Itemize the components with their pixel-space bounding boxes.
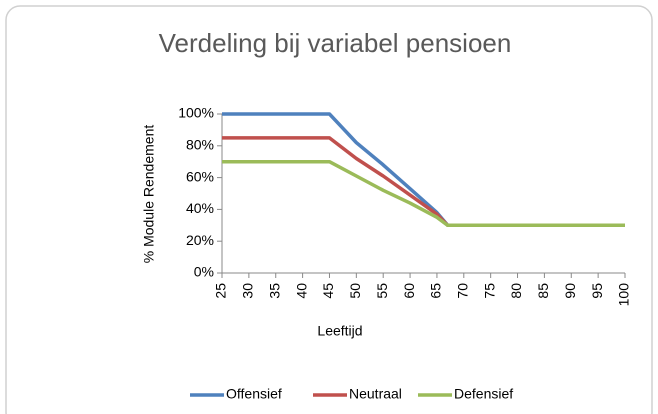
x-tick-label: 95 [589, 283, 605, 299]
y-tick-label: 0% [194, 264, 214, 280]
y-tick-label: 20% [186, 232, 214, 248]
x-tick-label: 35 [266, 283, 282, 299]
y-tick-label: 40% [186, 200, 214, 216]
x-tick-label: 90 [562, 283, 578, 299]
x-tick-label: 80 [508, 283, 524, 299]
y-tick-label: 100% [178, 105, 214, 121]
chart-frame [5, 5, 653, 414]
legend-label: Defensief [454, 386, 513, 402]
y-axis-label: % Module Rendement [141, 125, 157, 264]
x-tick-label: 60 [401, 283, 417, 299]
x-tick-label: 75 [481, 283, 497, 299]
y-tick-label: 80% [186, 137, 214, 153]
x-tick-label: 40 [293, 283, 309, 299]
legend-label: Neutraal [349, 386, 402, 402]
x-tick-label: 85 [535, 283, 551, 299]
x-axis-label: Leeftijd [317, 323, 362, 339]
x-tick-label: 30 [240, 283, 256, 299]
x-tick-label: 65 [428, 283, 444, 299]
x-tick-label: 70 [455, 283, 471, 299]
chart-title: Verdeling bij variabel pensioen [159, 28, 512, 58]
legend-label: Offensief [226, 386, 282, 402]
x-tick-label: 55 [374, 283, 390, 299]
x-tick-label: 25 [213, 283, 229, 299]
x-tick-label: 45 [320, 283, 336, 299]
y-tick-label: 60% [186, 168, 214, 184]
x-tick-label: 50 [347, 283, 363, 299]
x-tick-label: 100 [616, 283, 632, 307]
line-series [222, 159, 625, 228]
